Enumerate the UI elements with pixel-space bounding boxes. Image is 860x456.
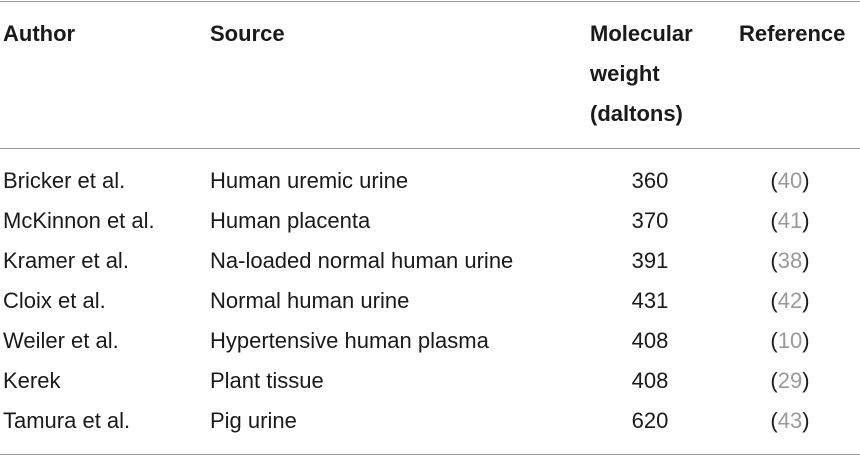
header-mw-line-2: weight: [590, 61, 660, 86]
cell-author: Tamura et al.: [3, 408, 131, 433]
cell-reference: (29): [770, 368, 810, 393]
cell-reference: (42): [770, 288, 810, 313]
cell-author: McKinnon et al.: [3, 208, 155, 233]
table-row: Tamura et al. Pig urine 620 (43): [0, 401, 860, 441]
reference-link[interactable]: 41: [777, 208, 803, 233]
reference-link[interactable]: 29: [777, 368, 803, 393]
cell-source: Plant tissue: [210, 368, 324, 393]
header-author: Author: [3, 21, 76, 46]
cell-source: Pig urine: [210, 408, 297, 433]
cell-molecular-weight: 370: [631, 208, 669, 233]
table-row: Kerek Plant tissue 408 (29): [0, 361, 860, 401]
table-row: Bricker et al. Human uremic urine 360 (4…: [0, 161, 860, 201]
cell-reference: (43): [770, 408, 810, 433]
cell-reference: (10): [770, 328, 810, 353]
cell-source: Hypertensive human plasma: [210, 328, 489, 353]
table-row: Cloix et al. Normal human urine 431 (42): [0, 281, 860, 321]
cell-source: Normal human urine: [210, 288, 410, 313]
cell-molecular-weight: 391: [631, 248, 669, 273]
table-row: Weiler et al. Hypertensive human plasma …: [0, 321, 860, 361]
table-row: McKinnon et al. Human placenta 370 (41): [0, 201, 860, 241]
header-mw-line-1: Molecular: [590, 21, 693, 46]
cell-reference: (41): [770, 208, 810, 233]
cell-molecular-weight: 431: [631, 288, 669, 313]
header-rule: [0, 148, 860, 149]
reference-link[interactable]: 43: [777, 408, 803, 433]
cell-author: Weiler et al.: [3, 328, 119, 353]
cell-source: Na-loaded normal human urine: [210, 248, 514, 273]
cell-reference: (38): [770, 248, 810, 273]
bottom-rule: [0, 454, 860, 455]
cell-molecular-weight: 360: [631, 168, 669, 193]
cell-molecular-weight: 408: [631, 368, 669, 393]
cell-author: Kerek: [3, 368, 61, 393]
cell-molecular-weight: 408: [631, 328, 669, 353]
reference-link[interactable]: 38: [777, 248, 803, 273]
reference-link[interactable]: 40: [777, 168, 803, 193]
header-source: Source: [210, 21, 285, 46]
cell-molecular-weight: 620: [631, 408, 669, 433]
reference-link[interactable]: 42: [777, 288, 803, 313]
cell-author: Kramer et al.: [3, 248, 129, 273]
header-reference: Reference: [739, 21, 846, 46]
cell-source: Human uremic urine: [210, 168, 409, 193]
cell-reference: (40): [770, 168, 810, 193]
cell-author: Cloix et al.: [3, 288, 106, 313]
header-mw-line-3: (daltons): [590, 101, 683, 126]
top-rule: [0, 1, 860, 2]
reference-link[interactable]: 10: [777, 328, 803, 353]
header-molecular-weight: Molecular weight (daltons): [590, 14, 720, 134]
cell-source: Human placenta: [210, 208, 371, 233]
cell-author: Bricker et al.: [3, 168, 126, 193]
table-row: Kramer et al. Na-loaded normal human uri…: [0, 241, 860, 281]
